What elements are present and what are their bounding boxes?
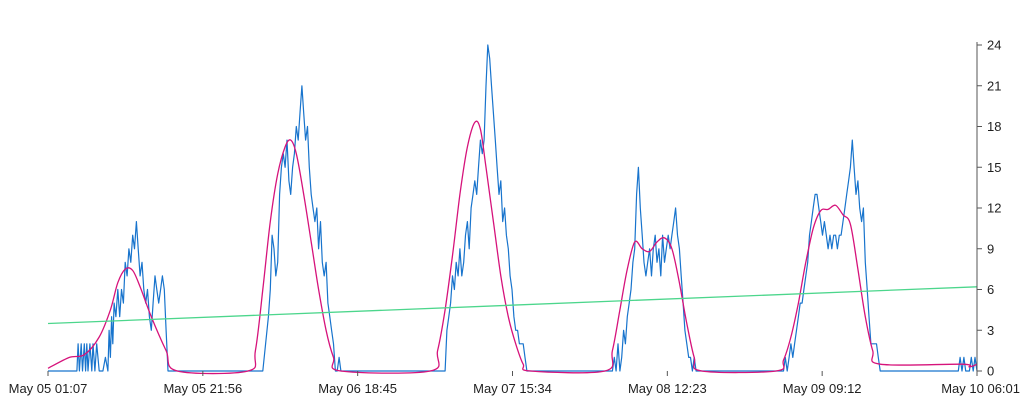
y-tick-label: 15 <box>987 160 1001 175</box>
x-tick-label: May 10 06:01 <box>941 381 1020 396</box>
y-tick-label: 12 <box>987 201 1001 216</box>
x-tick-label: May 05 01:07 <box>9 381 88 396</box>
x-tick-label: May 06 18:45 <box>318 381 397 396</box>
x-axis: May 05 01:07 May 05 21:56 May 06 18:45 May … <box>9 371 1020 396</box>
y-tick-label: 18 <box>987 119 1001 134</box>
series-line-1 <box>48 44 978 372</box>
x-tick-label: May 07 15:34 <box>473 381 552 396</box>
y-tick-label: 3 <box>987 323 994 338</box>
y-tick-label: 21 <box>987 78 1001 93</box>
series-line-3 <box>47 286 978 325</box>
y-tick-label: 0 <box>987 364 994 379</box>
series-layer <box>47 44 978 375</box>
x-tick-label: May 05 21:56 <box>163 381 242 396</box>
x-tick-label: May 09 09:12 <box>783 381 862 396</box>
series-line-2 <box>47 120 978 375</box>
y-tick-label: 24 <box>987 38 1001 53</box>
x-tick-label: May 08 12:23 <box>628 381 707 396</box>
y-tick-label: 6 <box>987 282 994 297</box>
y-axis: 0 3 6 9 12 15 18 21 24 <box>976 38 1001 379</box>
y-tick-label: 9 <box>987 241 994 256</box>
